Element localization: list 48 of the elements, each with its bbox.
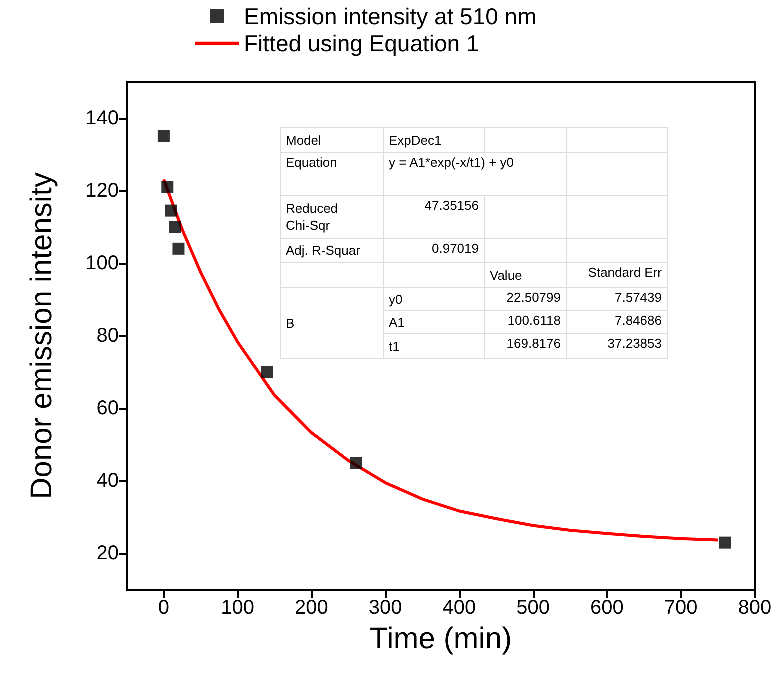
y-tick-label: 120 bbox=[86, 180, 119, 202]
x-tick-label: 700 bbox=[664, 597, 698, 619]
point bbox=[172, 242, 185, 255]
annotation: 0.97019 bbox=[384, 238, 484, 262]
annotation: 169.8176 bbox=[484, 334, 566, 358]
annotation: Standard Err bbox=[566, 262, 668, 288]
annotation: y0 bbox=[384, 288, 484, 310]
y-tick-label: 80 bbox=[96, 325, 119, 347]
annotation: 22.50799 bbox=[484, 288, 566, 310]
annotation: 47.35156 bbox=[384, 196, 484, 238]
y-tick-label: 140 bbox=[86, 107, 119, 130]
x-tick-label: 600 bbox=[590, 597, 624, 619]
x-tick-label: 100 bbox=[221, 597, 255, 619]
annotation: t1 bbox=[384, 334, 484, 358]
x-tick-label: 200 bbox=[295, 597, 328, 619]
y-tick-label: 100 bbox=[86, 252, 119, 274]
y-tick-label: 20 bbox=[96, 542, 119, 565]
annotation: Adj. R-Squar bbox=[280, 238, 384, 262]
x-tick-label: 300 bbox=[368, 597, 402, 619]
point bbox=[158, 130, 170, 142]
annotation: y = A1*exp(-x/t1) + y0 bbox=[384, 152, 566, 196]
x-axis-title: Time (min) bbox=[370, 622, 512, 656]
annotation: Value bbox=[484, 262, 566, 288]
point bbox=[719, 536, 732, 549]
y-tick-label: 40 bbox=[96, 470, 119, 492]
annotation: ExpDec1 bbox=[384, 128, 484, 152]
annotation: Equation bbox=[280, 152, 384, 196]
annotation: Model bbox=[280, 128, 384, 152]
x-tick-label: 500 bbox=[516, 597, 550, 619]
annotation: 37.23853 bbox=[566, 334, 668, 358]
annotation: 100.6118 bbox=[484, 310, 566, 334]
annotation: 7.57439 bbox=[566, 288, 668, 310]
legend-label: Fitted using Equation 1 bbox=[244, 30, 480, 56]
point bbox=[261, 366, 274, 378]
legend-label: Emission intensity at 510 nm bbox=[244, 4, 537, 30]
x-tick-label: 800 bbox=[738, 597, 772, 619]
point bbox=[162, 181, 174, 194]
annotation: B bbox=[280, 288, 384, 358]
y-axis-title: Donor emission intensity bbox=[26, 172, 58, 500]
point bbox=[165, 204, 178, 217]
annotation: A1 bbox=[384, 310, 484, 334]
y-tick-label: 60 bbox=[96, 398, 119, 420]
point bbox=[169, 221, 182, 234]
x-tick-label: 400 bbox=[442, 597, 476, 619]
x-tick-label: 0 bbox=[158, 597, 170, 619]
annotation: 7.84686 bbox=[566, 310, 668, 334]
annotation: Reduced Chi-Sqr bbox=[280, 196, 384, 238]
point bbox=[350, 457, 362, 469]
